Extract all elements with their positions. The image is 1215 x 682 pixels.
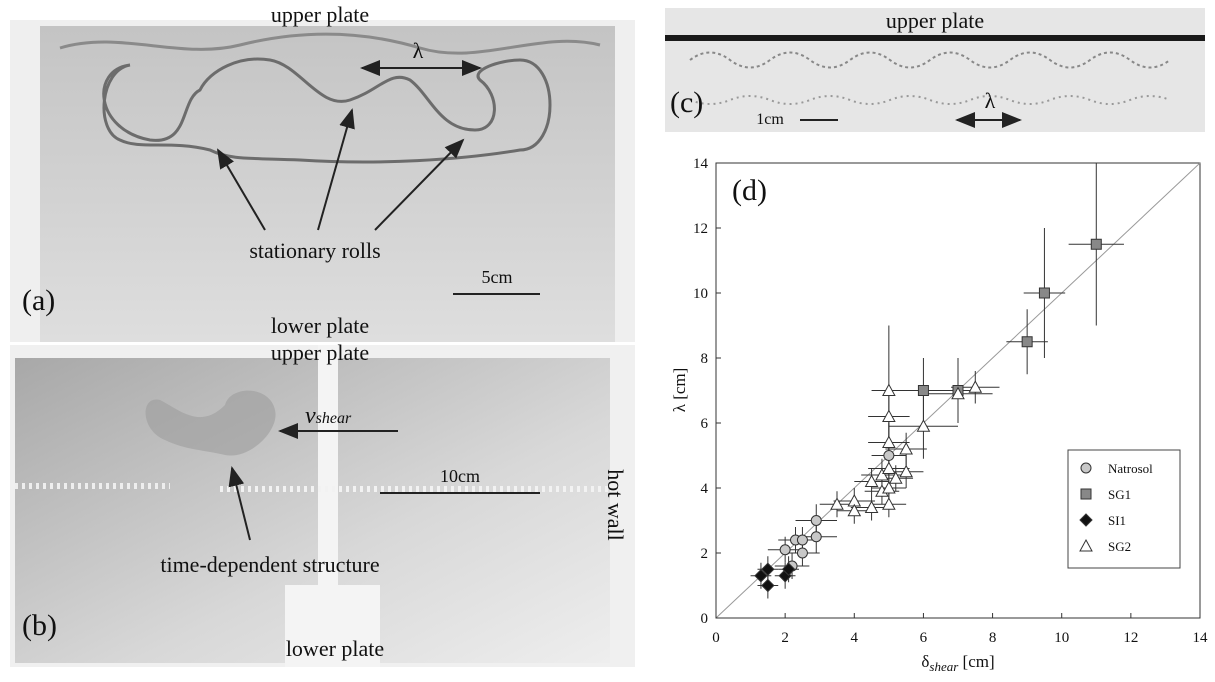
point [811,516,821,526]
y-axis-label: λ [cm] [670,368,689,413]
y-tick-label: 10 [693,286,708,302]
point [780,545,790,555]
legend-marker [1081,463,1091,473]
label-scale: 10cm [440,466,480,486]
point [884,451,894,461]
label-lower-plate: lower plate [286,636,384,661]
panel-label: (b) [22,609,57,642]
divider [318,345,338,585]
y-tick-label: 12 [693,221,708,237]
legend-label: SG1 [1108,487,1131,502]
label-hot-wall: hot wall [603,469,628,541]
point [1039,288,1049,298]
x-label-symbol: δ [921,652,929,671]
point [762,580,774,592]
x-label-sub: shear [929,659,959,674]
v: v [305,403,316,429]
label-structure: time-dependent structure [160,552,379,577]
label-upper-plate: upper plate [271,2,369,27]
x-tick-label: 2 [781,630,789,646]
x-tick-label: 8 [989,630,997,646]
y-tick-label: 4 [701,481,709,497]
legend-label: SI1 [1108,513,1126,528]
label-lambda: λ [985,88,996,113]
panel-label: (a) [22,284,55,317]
label-lambda: λ [413,38,424,63]
x-tick-label: 6 [920,630,928,646]
label-scale: 1cm [756,111,784,128]
legend-label: SG2 [1108,539,1131,554]
legend-marker [1081,489,1091,499]
v-sub: shear [316,410,352,427]
label-stationary-rolls: stationary rolls [249,238,380,263]
x-axis-label: δshear [cm] [921,652,994,674]
y-tick-label: 8 [701,351,709,367]
figure: upper plate λ stationary rolls 5cm (a) l… [0,0,1215,677]
point [811,532,821,542]
panel-d: (d) δshear [cm] λ [cm] 0 2 4 6 8 10 12 14 0 2 4 6 8 1… [670,156,1208,674]
panel-a: upper plate λ stationary rolls 5cm (a) l… [10,2,635,342]
x-tick-label: 0 [712,630,720,646]
y-tick-label: 2 [701,546,709,562]
x-label-unit: [cm] [958,652,994,671]
x-tick-label: 12 [1123,630,1138,646]
panel-b: upper plate vshear 10cm hot wall time-de… [10,340,635,667]
x-tick-label: 14 [1193,630,1209,646]
x-tick-label: 10 [1054,630,1069,646]
point [918,386,928,396]
point [1091,239,1101,249]
y-tick-label: 6 [701,416,709,432]
label-upper-plate: upper plate [886,8,984,33]
panel-c: upper plate 1cm λ (c) [665,8,1205,132]
label-upper-plate: upper plate [271,340,369,365]
label-lower-plate: lower plate [271,313,369,338]
panel-label: (c) [670,86,703,119]
panel-label: (d) [732,174,767,207]
point [797,535,807,545]
x-tick-label: 4 [851,630,859,646]
point [1022,337,1032,347]
y-tick-label: 0 [701,611,709,627]
legend-label: Natrosol [1108,461,1153,476]
label-scale: 5cm [482,267,513,287]
y-tick-label: 14 [693,156,709,172]
point [797,548,807,558]
